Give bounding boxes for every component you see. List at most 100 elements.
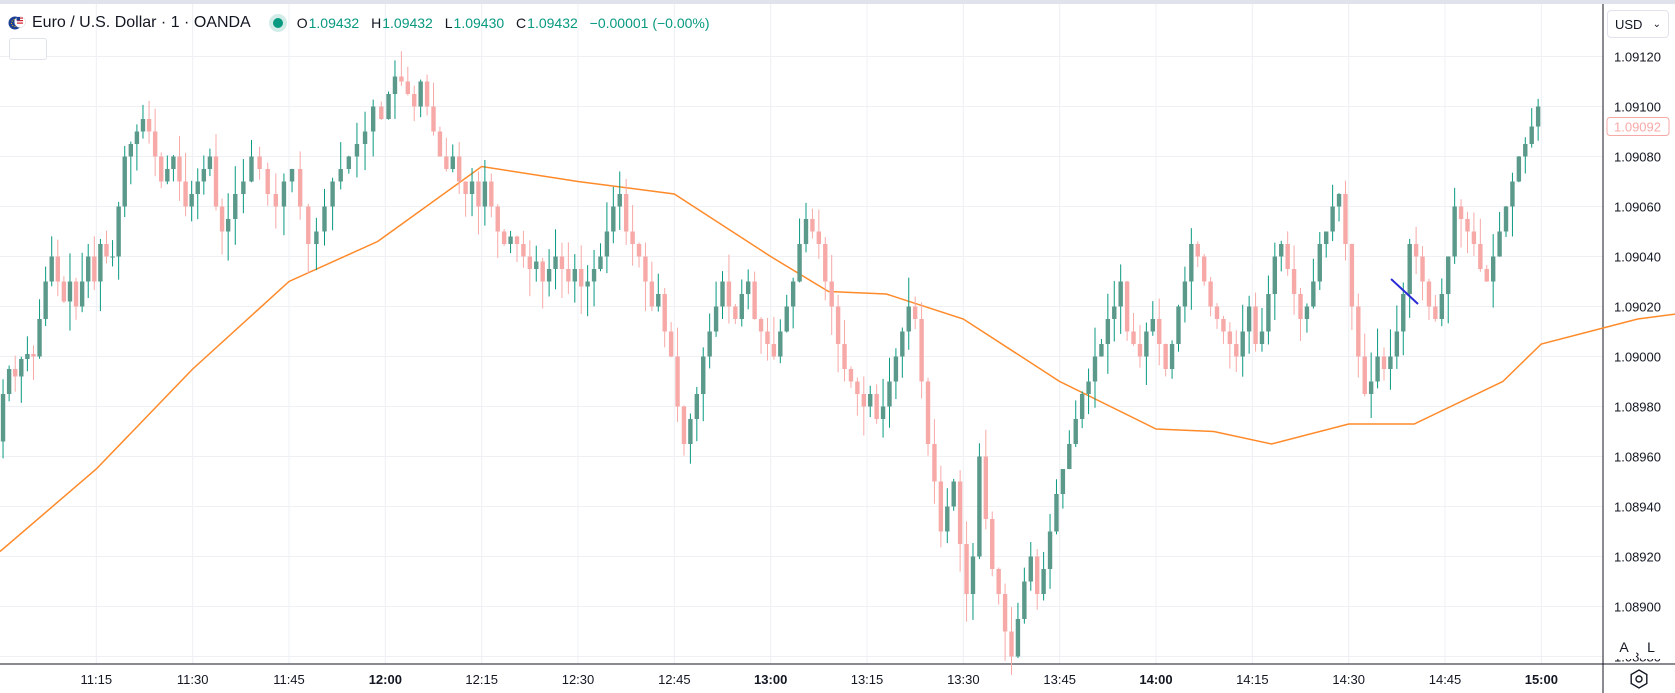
candle-body [79,281,85,307]
time-tick-label: 11:15 [81,672,113,687]
candle-body [938,481,944,532]
candle-body [617,194,622,207]
candle-body [559,256,565,269]
eur-usd-flags-icon[interactable] [8,14,26,32]
candle-body [835,306,841,344]
candle-body [257,156,262,169]
open-label: O [296,15,308,31]
candle-body [140,119,146,132]
candle-body [1234,344,1239,357]
candle-body [1535,106,1541,127]
candle-body [495,206,500,232]
candle-body [1169,344,1175,369]
candle-body [306,206,311,244]
candle-body [951,481,956,507]
candle-body [86,256,91,282]
candle-body [1047,531,1053,569]
log-scale-button[interactable]: L [1639,635,1663,659]
legend-collapse-box[interactable] [9,38,47,60]
gear-icon[interactable] [1628,668,1650,690]
time-tick-label: 11:30 [177,672,209,687]
candle-body [463,181,468,194]
candle-body [810,219,815,232]
candle-body [701,356,706,394]
candle-body [233,194,238,219]
low-label: L [444,15,453,31]
candle-body [346,156,352,169]
time-tick-label: 12:15 [465,672,498,687]
time-tick-label: 13:30 [947,672,980,687]
candle-body [330,181,335,207]
candle-body [399,76,404,82]
candle-body [1439,294,1445,319]
candle-body [1368,381,1374,394]
trend-line-layer[interactable] [1390,278,1419,305]
candle-body [482,181,488,207]
candle-body [887,381,892,407]
market-open-dot [272,18,283,28]
top-divider [0,0,1675,4]
candle-body [13,369,18,377]
candle-body [880,406,886,419]
candle-body [1401,294,1406,332]
candle-body [579,269,584,287]
time-tick-label: 12:00 [369,672,402,687]
candle-body [957,481,963,544]
auto-scale-button[interactable]: A [1612,635,1636,659]
candle-body [623,194,629,232]
price-axis[interactable]: 1.09120 1.09100 1.09080 1.09060 1.09040 1.090… [1606,50,1670,665]
candle-body [739,294,744,319]
price-tick-label: 1.09020 [1614,300,1661,315]
candle-body [720,281,725,307]
open-value: 1.09432 [308,15,360,31]
candle-body [1144,331,1149,357]
candle-body [546,269,552,282]
candle-body [1523,144,1528,157]
currency-selector[interactable]: USD ⌄ [1607,10,1669,38]
candle-body [207,156,213,169]
candle-body [1529,126,1534,144]
candle-body [134,131,140,144]
candle-body [1323,231,1329,244]
time-tick-label: 11:45 [273,672,305,687]
time-axis[interactable]: 11:15 11:30 11:45 12:00 12:15 12:30 12:45 13:00… [81,672,1558,687]
candle-body [265,169,270,194]
candle-body [1279,244,1284,257]
chevron-down-icon: ⌄ [1652,18,1661,30]
candle-body [379,106,384,119]
candle-body [643,256,648,282]
candle-body [662,294,667,332]
candle-body [412,94,417,107]
price-tick-label: 1.08900 [1614,600,1661,615]
candle-body [1484,269,1489,282]
candle-body [1182,281,1188,307]
candle-body [964,544,969,594]
candle-body [43,281,48,319]
candle-body [1221,319,1226,332]
candle-body [656,294,661,307]
candle-body [649,281,655,307]
candle-body [219,206,225,232]
candle-body [1073,419,1078,444]
candle-body [1446,256,1451,294]
candle-body [1420,256,1425,282]
auto-scale-label: A [1619,639,1629,655]
symbol-title[interactable]: Euro / U.S. Dollar · 1 · OANDA [32,14,251,31]
time-tick-label: 13:15 [851,672,884,687]
candle-body [1349,244,1355,307]
candle-body [514,236,520,244]
candle-body [1471,231,1477,244]
time-tick-label: 14:45 [1429,672,1462,687]
candle-body [1510,181,1515,207]
candle-body [314,231,319,244]
price-tick-label: 1.08940 [1614,500,1661,515]
time-tick-label: 14:15 [1236,672,1269,687]
candle-body [1028,556,1033,582]
ohlc-values: O1.09432 H1.09432 L1.09430 C1.09432 −0.0… [297,15,718,31]
candle-body [456,156,462,182]
candle-body [213,156,219,207]
candle-body [630,231,635,244]
candle-body [1311,281,1316,307]
candle-body [1214,306,1220,319]
